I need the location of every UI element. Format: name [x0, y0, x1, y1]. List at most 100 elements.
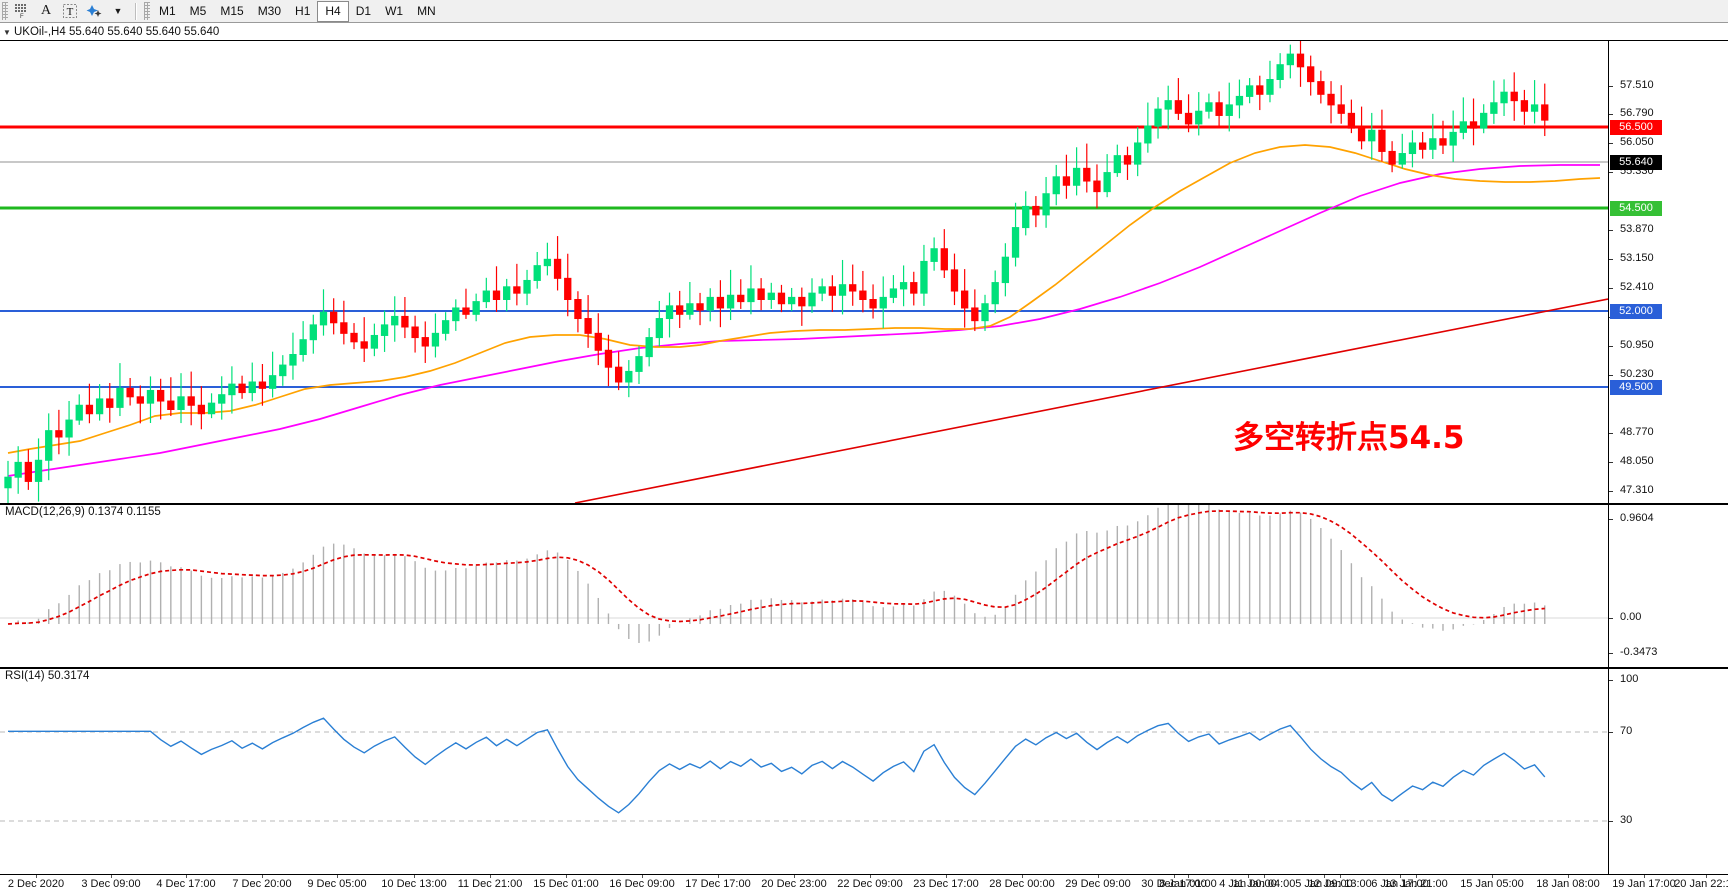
- macd-axis[interactable]: 0.9604 0.00 -0.3473: [1608, 505, 1728, 667]
- candle-body: [1520, 100, 1529, 112]
- time-axis[interactable]: 2 Dec 2020 3 Dec 09:00 4 Dec 17:00 7 Dec 20…: [0, 874, 1728, 896]
- candle-body: [1439, 138, 1447, 146]
- rsi-plot-area[interactable]: [0, 669, 1608, 874]
- candle-body: [696, 303, 704, 311]
- candle-body: [523, 279, 531, 294]
- price-plot-area[interactable]: 多空转折点54.5: [0, 41, 1608, 503]
- toolbar-grip[interactable]: [2, 2, 8, 20]
- candle-body: [1235, 95, 1244, 106]
- time-tick-label: 7 Dec 20:00: [232, 878, 292, 890]
- timeframe-toolbar-grip[interactable]: [144, 2, 150, 20]
- candle-body: [136, 396, 144, 404]
- time-tick-label: 22 Dec 09:00: [837, 878, 903, 890]
- last-price-badge[interactable]: 55.640: [1610, 155, 1662, 170]
- chevron-down-icon[interactable]: ▼: [113, 6, 123, 16]
- timeframe-button-w1[interactable]: W1: [385, 4, 404, 18]
- price-axis[interactable]: 57.510 56.790 56.050 55.330 53.870 53.150 52.4…: [1608, 41, 1728, 524]
- candlestick-series: [4, 41, 1549, 503]
- level-495-badge[interactable]: 49.500: [1610, 380, 1662, 395]
- candle-body: [228, 383, 236, 396]
- price-tick-label: 53.150: [1620, 252, 1654, 264]
- timeframe-button-d1[interactable]: D1: [355, 4, 372, 18]
- candle-body: [1357, 127, 1366, 142]
- resistance-level-badge[interactable]: 56.500: [1610, 120, 1662, 135]
- candle-body: [991, 282, 999, 305]
- candle-body: [553, 258, 562, 279]
- candle-body: [1042, 193, 1050, 216]
- candle-body: [1388, 150, 1396, 165]
- level-52-badge[interactable]: 52.000: [1610, 304, 1662, 319]
- svg-text:T: T: [67, 6, 74, 18]
- timeframe-button-h4[interactable]: H4: [317, 0, 349, 22]
- timeframe-button-m30[interactable]: M30: [257, 4, 282, 18]
- candle-body: [1490, 102, 1498, 114]
- timeframe-button-h1[interactable]: H1: [295, 4, 311, 18]
- candle-body: [187, 396, 195, 406]
- macd-tick-label: 0.00: [1620, 611, 1642, 623]
- price-pane[interactable]: 多空转折点54.5 57.510 56.790 56.050 55.330 53.870…: [0, 41, 1728, 524]
- price-tick-label: 50.230: [1620, 368, 1654, 380]
- candle-body: [594, 332, 602, 351]
- time-tick-label: 18 Jan 08:00: [1536, 878, 1600, 890]
- candle-body: [238, 383, 246, 394]
- candle-body: [920, 260, 928, 294]
- candle-body: [380, 324, 389, 336]
- timeframe-button-m1[interactable]: M1: [159, 4, 176, 18]
- candle-body: [645, 337, 653, 358]
- candle-body: [625, 370, 633, 383]
- time-tick-label: 30 Dec 17:00: [1141, 878, 1207, 890]
- macd-histogram: [17, 505, 1546, 644]
- candle-body: [1174, 100, 1183, 114]
- support-level-badge[interactable]: 54.500: [1610, 201, 1662, 216]
- rsi-pane[interactable]: RSI(14) 50.3174 100 70 30 2 Dec 2020 3 Dec …: [0, 667, 1728, 896]
- candle-body: [218, 394, 226, 404]
- candle-body: [319, 311, 328, 326]
- candle-body: [1164, 100, 1172, 110]
- macd-plot-area[interactable]: [0, 505, 1608, 667]
- candle-body: [676, 305, 684, 315]
- price-tick-label: 48.050: [1620, 455, 1654, 467]
- candle-body: [1480, 112, 1488, 129]
- candle-body: [452, 307, 460, 322]
- candle-body: [197, 404, 206, 415]
- candle-body: [889, 288, 898, 298]
- time-tick-label: 17 Dec 17:00: [685, 878, 751, 890]
- candle-body: [55, 430, 63, 438]
- candle-body: [472, 301, 480, 315]
- time-tick-label: 15 Jan 05:00: [1460, 878, 1524, 890]
- timeframe-button-mn[interactable]: MN: [417, 4, 436, 18]
- timeframe-button-m15[interactable]: M15: [220, 4, 244, 18]
- timeframe-button-m5[interactable]: M5: [189, 4, 207, 18]
- time-tick: [1492, 875, 1493, 878]
- candle-body: [1296, 53, 1305, 68]
- time-tick: [946, 875, 947, 878]
- rsi-axis[interactable]: 100 70 30: [1608, 669, 1728, 874]
- candle-body: [604, 349, 613, 368]
- time-tick-label: 10 Dec 13:00: [381, 878, 447, 890]
- time-tick-label: 28 Dec 00:00: [989, 878, 1055, 890]
- candle-body: [1195, 110, 1203, 125]
- main-toolbar: F A T ▼ M1 M5 M15 M30 H1 H4 D1 W1 MN: [0, 0, 1728, 23]
- toolbar-separator: [135, 2, 137, 20]
- price-tick-label: 56.790: [1620, 107, 1654, 119]
- candle-body: [421, 337, 429, 347]
- candle-body: [635, 356, 643, 372]
- candle-body: [340, 322, 348, 334]
- candle-body: [1083, 167, 1091, 182]
- candle-body: [1500, 91, 1508, 104]
- candle-body: [584, 318, 592, 334]
- indicators-icon[interactable]: [83, 1, 105, 22]
- candle-body: [1256, 85, 1264, 95]
- candle-body: [1154, 108, 1162, 127]
- grid-templates-icon[interactable]: F: [11, 1, 33, 22]
- chart-window[interactable]: ▼ UKOil-,H4 55.640 55.640 55.640 55.640: [0, 23, 1728, 896]
- macd-pane[interactable]: MACD(12,26,9) 0.1374 0.1155 0.9604 0.00 -0…: [0, 503, 1728, 667]
- text-tool-icon[interactable]: A: [40, 3, 52, 18]
- chart-menu-caret-icon[interactable]: ▼: [3, 27, 11, 37]
- candle-body: [167, 400, 175, 410]
- candle-body: [1276, 64, 1284, 81]
- svg-text:F: F: [20, 14, 24, 19]
- text-label-tool-icon[interactable]: T: [59, 1, 81, 22]
- candle-body: [85, 404, 94, 415]
- candle-body: [1347, 112, 1356, 129]
